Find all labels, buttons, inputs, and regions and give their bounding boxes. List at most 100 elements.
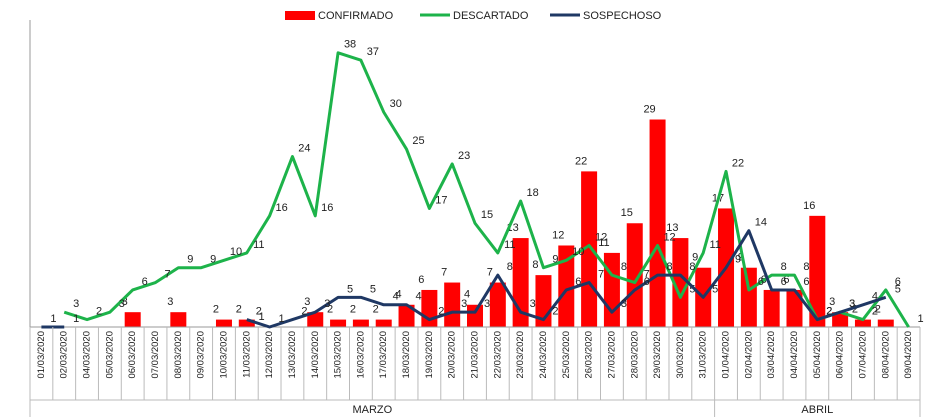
- x-tick-label: 29/03/2020: [652, 331, 663, 379]
- data-label: 3: [304, 296, 310, 308]
- legend-swatch: [285, 11, 315, 20]
- data-label: 2: [826, 305, 832, 317]
- data-label: 8: [803, 261, 809, 273]
- data-label: 2: [872, 305, 878, 317]
- data-label: 23: [458, 150, 470, 162]
- data-label: 3: [461, 298, 467, 310]
- bar: [809, 215, 826, 327]
- data-label: 5: [895, 283, 901, 295]
- data-label: 4: [872, 291, 878, 303]
- x-tick-label: 04/03/2020: [82, 331, 93, 379]
- data-label: 30: [390, 98, 402, 110]
- data-label: 2: [438, 305, 444, 317]
- bar: [672, 238, 689, 327]
- group-label: MARZO: [352, 404, 392, 416]
- data-label: 2: [256, 305, 262, 317]
- x-tick-label: 19/03/2020: [424, 331, 435, 379]
- data-label: 8: [532, 259, 538, 271]
- data-label: 2: [875, 303, 881, 315]
- data-label: 9: [210, 254, 216, 266]
- x-tick-label: 11/03/2020: [241, 331, 252, 378]
- data-label: 8: [781, 261, 787, 273]
- bar: [649, 119, 666, 327]
- x-tick-label: 23/03/2020: [515, 331, 526, 379]
- bar: [603, 252, 620, 327]
- data-label: 1: [279, 313, 285, 325]
- data-label: 6: [781, 276, 787, 288]
- x-tick-label: 21/03/2020: [470, 331, 481, 379]
- legend-label: CONFIRMADO: [318, 10, 394, 22]
- data-label: 6: [758, 276, 764, 288]
- bar: [352, 319, 369, 327]
- x-tick-label: 09/03/2020: [196, 331, 207, 379]
- x-tick-label: 27/03/2020: [606, 331, 617, 379]
- bar: [626, 223, 643, 327]
- data-label: 17: [435, 194, 447, 206]
- x-tick-label: 17/03/2020: [378, 331, 389, 379]
- x-tick-label: 03/04/2020: [766, 331, 777, 379]
- x-tick-label: 05/04/2020: [812, 331, 823, 379]
- x-tick-label: 12/03/2020: [264, 331, 275, 379]
- data-label: 8: [507, 261, 513, 273]
- data-label: 3: [829, 296, 835, 308]
- group-label: ABRIL: [801, 404, 833, 416]
- data-label: 5: [370, 283, 376, 295]
- data-label: 7: [164, 268, 170, 280]
- bar: [832, 312, 849, 327]
- x-tick-label: 26/03/2020: [584, 331, 595, 379]
- data-label: 2: [373, 303, 379, 315]
- x-tick-label: 08/03/2020: [173, 331, 184, 379]
- bar: [330, 319, 347, 327]
- data-label: 2: [301, 305, 307, 317]
- data-label: 22: [575, 155, 587, 167]
- x-tick-label: 10/03/2020: [218, 331, 229, 379]
- bar: [467, 304, 483, 327]
- bar: [489, 282, 506, 327]
- data-label: 22: [732, 157, 744, 169]
- data-label: 2: [213, 303, 219, 315]
- bar: [740, 267, 757, 327]
- data-label: 6: [575, 276, 581, 288]
- bar: [444, 282, 461, 327]
- data-label: 11: [504, 239, 515, 251]
- data-label: 4: [415, 291, 421, 303]
- data-label: 3: [621, 298, 627, 310]
- data-label: 7: [644, 268, 650, 280]
- data-label: 5: [347, 283, 353, 295]
- data-label: 4: [464, 289, 470, 301]
- data-label: 4: [393, 291, 399, 303]
- data-label: 2: [96, 305, 102, 317]
- data-label: 16: [321, 202, 333, 214]
- data-label: 2: [852, 303, 858, 315]
- bar: [124, 312, 141, 327]
- bar: [421, 289, 438, 327]
- bar: [215, 319, 232, 327]
- data-label: 16: [803, 200, 815, 212]
- data-label: 7: [598, 268, 604, 280]
- x-tick-label: 06/04/2020: [835, 331, 846, 379]
- data-label: 14: [755, 217, 767, 229]
- data-label: 12: [552, 229, 564, 241]
- bar: [238, 319, 255, 327]
- data-label: 2: [552, 305, 558, 317]
- data-label: 2: [236, 303, 242, 315]
- data-label: 10: [230, 246, 242, 258]
- bar: [786, 289, 803, 327]
- data-label: 6: [644, 276, 650, 288]
- data-label: 5: [712, 283, 718, 295]
- legend-label: SOSPECHOSO: [583, 10, 662, 22]
- data-label: 1: [50, 313, 56, 325]
- data-label: 6: [895, 276, 901, 288]
- bar: [170, 312, 187, 327]
- data-label: 1: [73, 313, 79, 325]
- bar: [558, 245, 575, 327]
- data-label: 1: [918, 313, 924, 325]
- data-label: 12: [663, 231, 675, 243]
- x-tick-label: 25/03/2020: [561, 331, 572, 379]
- data-label: 2: [350, 303, 356, 315]
- x-tick-label: 04/04/2020: [789, 331, 800, 379]
- data-label: 3: [119, 298, 125, 310]
- data-label: 3: [530, 298, 536, 310]
- data-label: 3: [324, 298, 330, 310]
